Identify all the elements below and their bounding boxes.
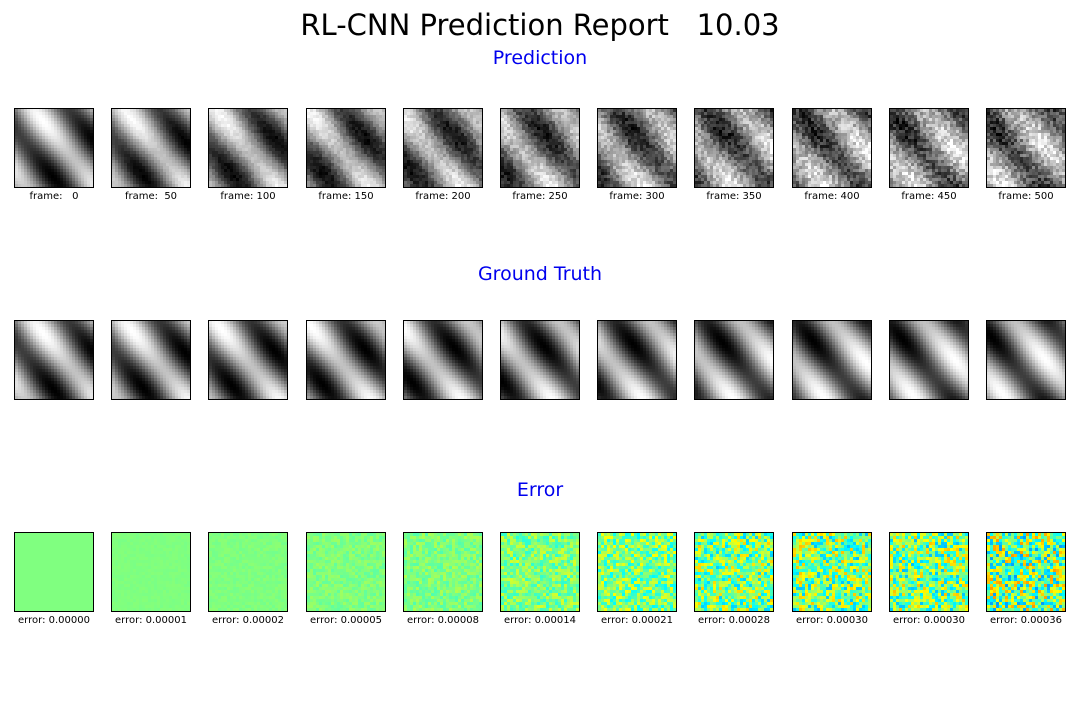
error-panel (792, 532, 872, 612)
row-title-ground-truth: Ground Truth (0, 263, 1080, 285)
panel-caption: frame: 150 (296, 191, 396, 202)
heatmap-image (695, 109, 773, 187)
prediction-panel (694, 108, 774, 188)
heatmap-image (793, 533, 871, 611)
heatmap-image (987, 321, 1065, 399)
prediction-panel (403, 108, 483, 188)
heatmap-image (501, 321, 579, 399)
heatmap-image (501, 533, 579, 611)
panel-caption: frame: 100 (198, 191, 298, 202)
error-panel (14, 532, 94, 612)
prediction-panel (986, 108, 1066, 188)
error-panel (306, 532, 386, 612)
error-panel (111, 532, 191, 612)
heatmap-image (598, 533, 676, 611)
heatmap-image (987, 109, 1065, 187)
panel-caption: error: 0.00001 (101, 615, 201, 626)
report-title: RL-CNN Prediction Report 10.03 (0, 8, 1080, 42)
panel-caption: frame: 250 (490, 191, 590, 202)
heatmap-image (598, 109, 676, 187)
heatmap-image (209, 321, 287, 399)
error-panel (889, 532, 969, 612)
heatmap-image (209, 533, 287, 611)
heatmap-image (695, 533, 773, 611)
panel-caption: error: 0.00014 (490, 615, 590, 626)
heatmap-image (598, 321, 676, 399)
ground-truth-panel (306, 320, 386, 400)
error-panel (208, 532, 288, 612)
heatmap-image (15, 533, 93, 611)
heatmap-image (890, 533, 968, 611)
ground-truth-panel (208, 320, 288, 400)
heatmap-image (404, 321, 482, 399)
row-title-prediction: Prediction (0, 47, 1080, 69)
panel-caption: frame: 300 (587, 191, 687, 202)
heatmap-image (307, 109, 385, 187)
heatmap-image (793, 321, 871, 399)
heatmap-image (695, 321, 773, 399)
row-title-error: Error (0, 479, 1080, 501)
prediction-panel (500, 108, 580, 188)
panel-caption: frame: 400 (782, 191, 882, 202)
panel-caption: error: 0.00021 (587, 615, 687, 626)
prediction-panel (889, 108, 969, 188)
prediction-panel (14, 108, 94, 188)
panel-caption: frame: 350 (684, 191, 784, 202)
heatmap-image (501, 109, 579, 187)
prediction-panel (792, 108, 872, 188)
error-panel (694, 532, 774, 612)
panel-caption: error: 0.00030 (879, 615, 979, 626)
prediction-panel (208, 108, 288, 188)
heatmap-image (209, 109, 287, 187)
panel-caption: error: 0.00030 (782, 615, 882, 626)
ground-truth-panel (889, 320, 969, 400)
ground-truth-panel (694, 320, 774, 400)
heatmap-image (793, 109, 871, 187)
prediction-panel (306, 108, 386, 188)
ground-truth-panel (986, 320, 1066, 400)
panel-caption: error: 0.00000 (4, 615, 104, 626)
heatmap-image (112, 321, 190, 399)
heatmap-image (15, 109, 93, 187)
heatmap-image (307, 321, 385, 399)
prediction-panel (111, 108, 191, 188)
panel-caption: frame: 200 (393, 191, 493, 202)
heatmap-image (112, 533, 190, 611)
ground-truth-panel (597, 320, 677, 400)
error-panel (500, 532, 580, 612)
error-panel (986, 532, 1066, 612)
panel-caption: frame: 0 (4, 191, 104, 202)
heatmap-image (987, 533, 1065, 611)
heatmap-image (890, 321, 968, 399)
heatmap-image (404, 109, 482, 187)
heatmap-image (307, 533, 385, 611)
ground-truth-panel (500, 320, 580, 400)
panel-caption: error: 0.00028 (684, 615, 784, 626)
panel-caption: error: 0.00002 (198, 615, 298, 626)
ground-truth-panel (14, 320, 94, 400)
heatmap-image (404, 533, 482, 611)
panel-caption: frame: 500 (976, 191, 1076, 202)
heatmap-image (112, 109, 190, 187)
ground-truth-panel (111, 320, 191, 400)
error-panel (403, 532, 483, 612)
heatmap-image (890, 109, 968, 187)
panel-caption: frame: 50 (101, 191, 201, 202)
panel-caption: error: 0.00005 (296, 615, 396, 626)
panel-caption: frame: 450 (879, 191, 979, 202)
panel-caption: error: 0.00036 (976, 615, 1076, 626)
ground-truth-panel (403, 320, 483, 400)
prediction-panel (597, 108, 677, 188)
ground-truth-panel (792, 320, 872, 400)
panel-caption: error: 0.00008 (393, 615, 493, 626)
heatmap-image (15, 321, 93, 399)
error-panel (597, 532, 677, 612)
